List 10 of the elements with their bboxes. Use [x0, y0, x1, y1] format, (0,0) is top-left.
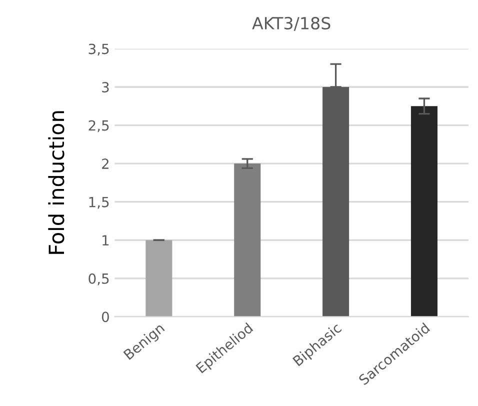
chart-title: AKT3/18S	[252, 16, 330, 31]
y-tick-label: 1	[102, 235, 109, 246]
y-axis-title: Fold induction	[48, 111, 64, 254]
y-tick-label: 3,5	[88, 44, 109, 56]
y-tick-label: 2	[102, 158, 108, 169]
y-tick-label: 1,5	[89, 196, 109, 209]
y-tick-label: 2,5	[88, 120, 109, 132]
y-tick-label: 3	[102, 82, 109, 92]
y-tick-label: 0	[102, 312, 109, 322]
y-tick-label: 0,5	[88, 273, 109, 286]
